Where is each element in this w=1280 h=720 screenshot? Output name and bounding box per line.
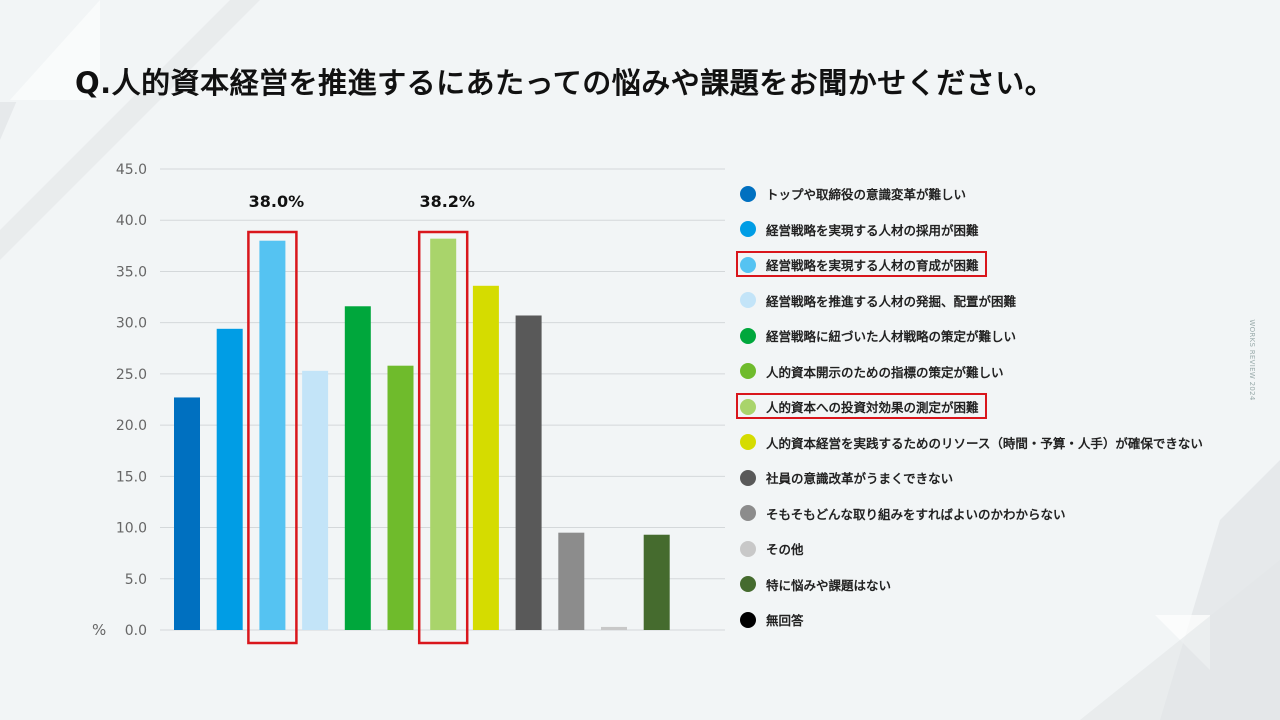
legend-swatch <box>740 505 756 522</box>
legend-item: 無回答 <box>738 602 1258 638</box>
bar <box>558 532 585 630</box>
y-tick-label: 45.0 <box>116 162 147 178</box>
legend-highlight-box <box>736 393 987 419</box>
legend-swatch <box>740 469 756 486</box>
legend-item: 経営戦略を実現する人材の採用が困難 <box>738 212 1258 248</box>
legend-swatch <box>740 540 756 557</box>
legend-swatch <box>740 221 756 238</box>
highlight-box <box>417 230 469 645</box>
y-tick-label: 40.0 <box>116 213 147 229</box>
bar <box>344 306 371 630</box>
legend-swatch <box>740 363 756 380</box>
data-label: 38.0% <box>249 192 305 211</box>
legend-item: 人的資本への投資対効果の測定が困難 <box>736 389 1258 425</box>
legend-swatch <box>740 611 756 628</box>
legend-label: 人的資本経営を実践するためのリソース（時間・予算・人手）が確保できない <box>766 435 1203 451</box>
bar <box>601 626 627 630</box>
y-tick-label: 35.0 <box>116 264 147 280</box>
legend-label: 経営戦略を実現する人材の採用が困難 <box>766 222 979 238</box>
legend-label: トップや取締役の意識変革が難しい <box>766 187 967 203</box>
legend-label: その他 <box>766 542 804 558</box>
legend-swatch <box>740 327 756 344</box>
legend-label: 社員の意識改革がうまくできない <box>766 471 954 487</box>
legend-label: 経営戦略を実現する人材の育成が困難 <box>766 258 979 274</box>
legend-swatch <box>740 256 756 273</box>
chart-legend: トップや取締役の意識変革が難しい 経営戦略を実現する人材の採用が困難 経営戦略を実現… <box>736 176 1258 638</box>
legend-label: そもそもどんな取り組みをすればよいのかわからない <box>766 506 1066 522</box>
y-tick-label: 20.0 <box>116 418 147 434</box>
bar <box>472 285 499 630</box>
legend-item: 経営戦略に紐づいた人材戦略の策定が難しい <box>738 318 1258 354</box>
legend-label: 人的資本開示のための指標の策定が難しい <box>766 364 1004 380</box>
legend-swatch <box>740 434 756 451</box>
data-label: 38.2% <box>419 192 475 211</box>
legend-swatch <box>740 576 756 593</box>
y-tick-label: 10.0 <box>116 521 147 537</box>
legend-item: 経営戦略を推進する人材の発掘、配置が困難 <box>738 283 1258 319</box>
legend-item: 人的資本経営を実践するためのリソース（時間・予算・人手）が確保できない <box>738 425 1258 461</box>
legend-swatch <box>740 185 756 202</box>
legend-item: トップや取締役の意識変革が難しい <box>738 176 1258 212</box>
legend-item: そもそもどんな取り組みをすればよいのかわからない <box>738 496 1258 532</box>
bar <box>259 240 286 630</box>
y-axis-label: % <box>92 621 106 639</box>
legend-item: 経営戦略を実現する人材の育成が困難 <box>736 247 1258 283</box>
watermark: WORKS REVIEW 2024 <box>1248 319 1256 401</box>
legend-label: 無回答 <box>766 613 804 629</box>
legend-swatch <box>740 292 756 309</box>
bar <box>216 328 243 630</box>
bar <box>387 365 414 630</box>
legend-highlight-box <box>736 251 987 277</box>
legend-label: 経営戦略に紐づいた人材戦略の策定が難しい <box>766 329 1017 345</box>
y-tick-label: 0.0 <box>125 623 147 639</box>
legend-label: 特に悩みや課題はない <box>766 577 892 593</box>
legend-item: その他 <box>738 531 1258 567</box>
bar <box>302 370 329 630</box>
legend-label: 経営戦略を推進する人材の発掘、配置が困難 <box>766 293 1017 309</box>
bar <box>515 315 542 630</box>
y-tick-label: 30.0 <box>116 316 147 332</box>
legend-item: 特に悩みや課題はない <box>738 567 1258 603</box>
legend-item: 人的資本開示のための指標の策定が難しい <box>738 354 1258 390</box>
y-tick-label: 5.0 <box>125 572 147 588</box>
highlight-box <box>247 230 298 645</box>
legend-swatch <box>740 398 756 415</box>
bar <box>430 238 457 630</box>
bar <box>643 534 670 630</box>
y-tick-label: 15.0 <box>116 469 147 485</box>
legend-item: 社員の意識改革がうまくできない <box>738 460 1258 496</box>
legend-label: 人的資本への投資対効果の測定が困難 <box>766 400 979 416</box>
bar <box>174 397 200 630</box>
page-title: Q.人的資本経営を推進するにあたっての悩みや課題をお聞かせください。 <box>75 66 1055 100</box>
y-tick-label: 25.0 <box>116 367 147 383</box>
